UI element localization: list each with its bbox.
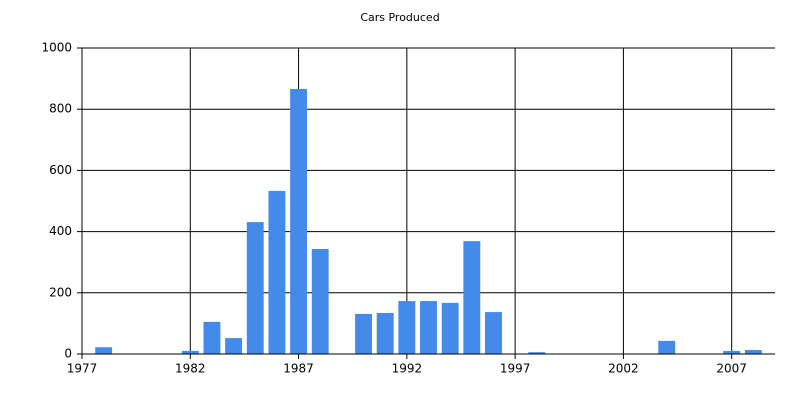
y-tick-label: 400 [49,224,72,238]
bar [290,89,308,354]
bar [181,350,199,354]
bar [658,340,676,354]
y-tick-label: 200 [49,285,72,299]
bar [376,312,394,354]
bar [398,301,416,354]
y-tick-label: 600 [49,163,72,177]
bar [268,190,286,354]
bar [420,301,437,354]
bar [744,350,762,354]
x-tick-label: 1987 [283,362,314,376]
y-tick-label: 0 [64,347,72,361]
bar [225,338,243,354]
x-tick-label: 2007 [716,362,747,376]
x-tick-label: 1982 [175,362,206,376]
chart-title: Cars Produced [360,11,439,24]
bar [441,302,459,354]
x-tick-label: 1977 [67,362,98,376]
bar [485,312,502,354]
x-tick-label: 1992 [392,362,423,376]
bar [463,241,481,354]
bar [311,249,329,354]
bar [355,313,372,354]
x-tick-label: 1997 [500,362,531,376]
bar [246,222,264,354]
bar [528,352,546,354]
x-tick-label: 2002 [608,362,639,376]
bar [95,347,113,354]
y-tick-label: 800 [49,102,72,116]
y-tick-label: 1000 [41,41,72,55]
bar [723,350,741,354]
bar [203,321,221,354]
